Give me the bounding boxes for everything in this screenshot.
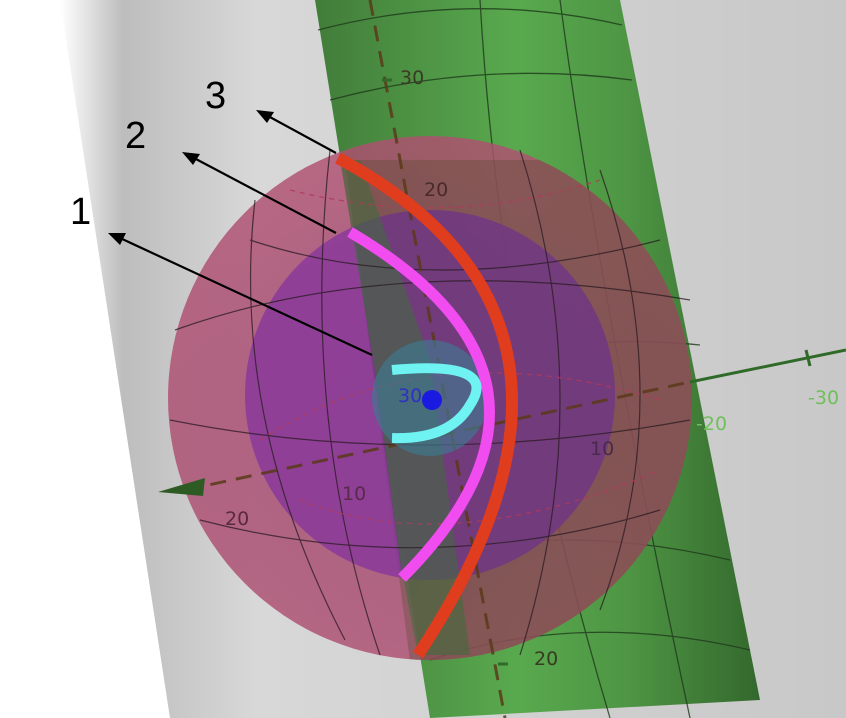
tick-horizontal-near: -20	[696, 413, 727, 435]
axis-arrowhead	[158, 478, 205, 496]
callout-label-2: 2	[125, 115, 146, 157]
tick-center-30: 30	[398, 385, 422, 407]
inner-cyan-arc	[391, 363, 482, 444]
outer-red-arc	[335, 152, 519, 659]
tick-cylinder-upper: 20	[424, 179, 448, 201]
callout-label-3: 3	[205, 75, 226, 117]
sphere-grid	[169, 149, 691, 656]
axis-tick-marks	[382, 78, 812, 666]
center-point	[422, 390, 442, 410]
middle-magenta-arc	[347, 227, 495, 582]
tick-cylinder-top: 30	[400, 67, 424, 89]
tick-cylinder-bottom: 20	[534, 648, 558, 670]
tick-diag-10: 10	[342, 483, 366, 505]
tick-inner-10: 10	[590, 438, 614, 460]
callout-arrows	[108, 110, 373, 356]
callout-label-1: 1	[70, 191, 91, 233]
tick-diag-20: 20	[225, 508, 249, 530]
tick-horizontal-far: -30	[808, 387, 839, 409]
